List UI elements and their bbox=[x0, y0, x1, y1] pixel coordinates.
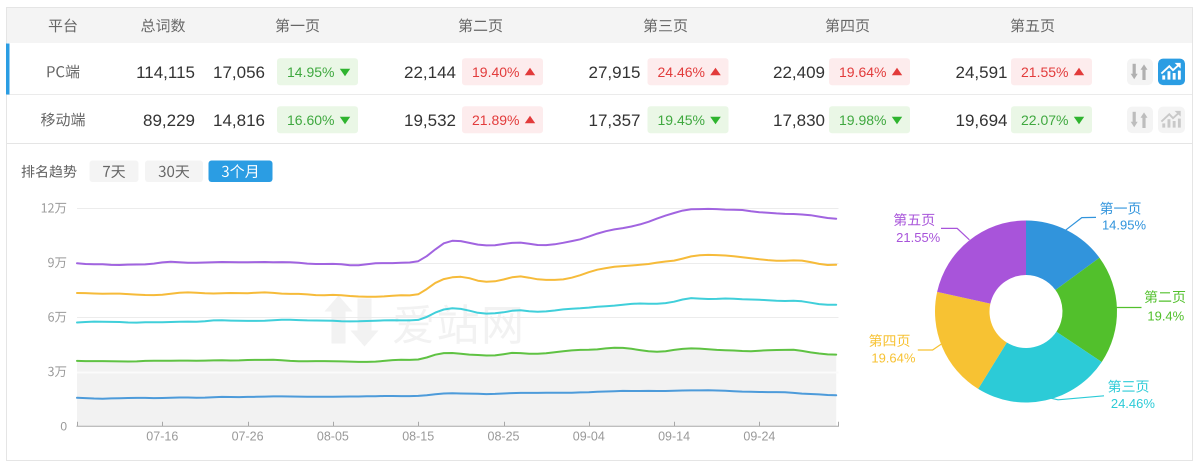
svg-text:114,115: 114,115 bbox=[136, 63, 195, 82]
svg-text:14,816: 14,816 bbox=[213, 111, 265, 130]
svg-text:19,694: 19,694 bbox=[956, 111, 1008, 130]
svg-text:21.55%: 21.55% bbox=[896, 230, 941, 245]
svg-text:19.45%: 19.45% bbox=[658, 112, 705, 128]
svg-text:19.4%: 19.4% bbox=[1147, 309, 1184, 324]
svg-text:27,915: 27,915 bbox=[589, 63, 641, 82]
svg-text:0: 0 bbox=[60, 419, 67, 433]
svg-text:24.46%: 24.46% bbox=[1111, 396, 1156, 411]
svg-text:17,830: 17,830 bbox=[773, 111, 825, 130]
svg-text:09-14: 09-14 bbox=[658, 430, 690, 444]
svg-text:17,056: 17,056 bbox=[213, 63, 265, 82]
svg-text:16.60%: 16.60% bbox=[287, 112, 334, 128]
svg-text:24,591: 24,591 bbox=[956, 63, 1008, 82]
svg-text:19.64%: 19.64% bbox=[839, 64, 886, 80]
svg-text:08-05: 08-05 bbox=[317, 430, 349, 444]
svg-text:09-24: 09-24 bbox=[743, 430, 775, 444]
svg-text:14.95%: 14.95% bbox=[1102, 218, 1147, 233]
svg-text:07-16: 07-16 bbox=[146, 430, 178, 444]
svg-text:24.46%: 24.46% bbox=[658, 64, 705, 80]
svg-text:21.55%: 21.55% bbox=[1021, 64, 1068, 80]
svg-text:08-15: 08-15 bbox=[402, 430, 434, 444]
svg-text:09-04: 09-04 bbox=[573, 430, 605, 444]
svg-text:19.98%: 19.98% bbox=[839, 112, 886, 128]
svg-text:07-26: 07-26 bbox=[232, 430, 264, 444]
svg-text:22,144: 22,144 bbox=[404, 63, 456, 82]
svg-text:22,409: 22,409 bbox=[773, 63, 825, 82]
svg-text:21.89%: 21.89% bbox=[472, 112, 519, 128]
svg-text:89,229: 89,229 bbox=[143, 111, 195, 130]
svg-text:17,357: 17,357 bbox=[589, 111, 641, 130]
svg-text:19,532: 19,532 bbox=[404, 111, 456, 130]
svg-text:14.95%: 14.95% bbox=[287, 64, 334, 80]
svg-text:22.07%: 22.07% bbox=[1021, 112, 1068, 128]
svg-text:19.64%: 19.64% bbox=[871, 351, 916, 366]
svg-text:08-25: 08-25 bbox=[488, 430, 520, 444]
svg-text:19.40%: 19.40% bbox=[472, 64, 519, 80]
